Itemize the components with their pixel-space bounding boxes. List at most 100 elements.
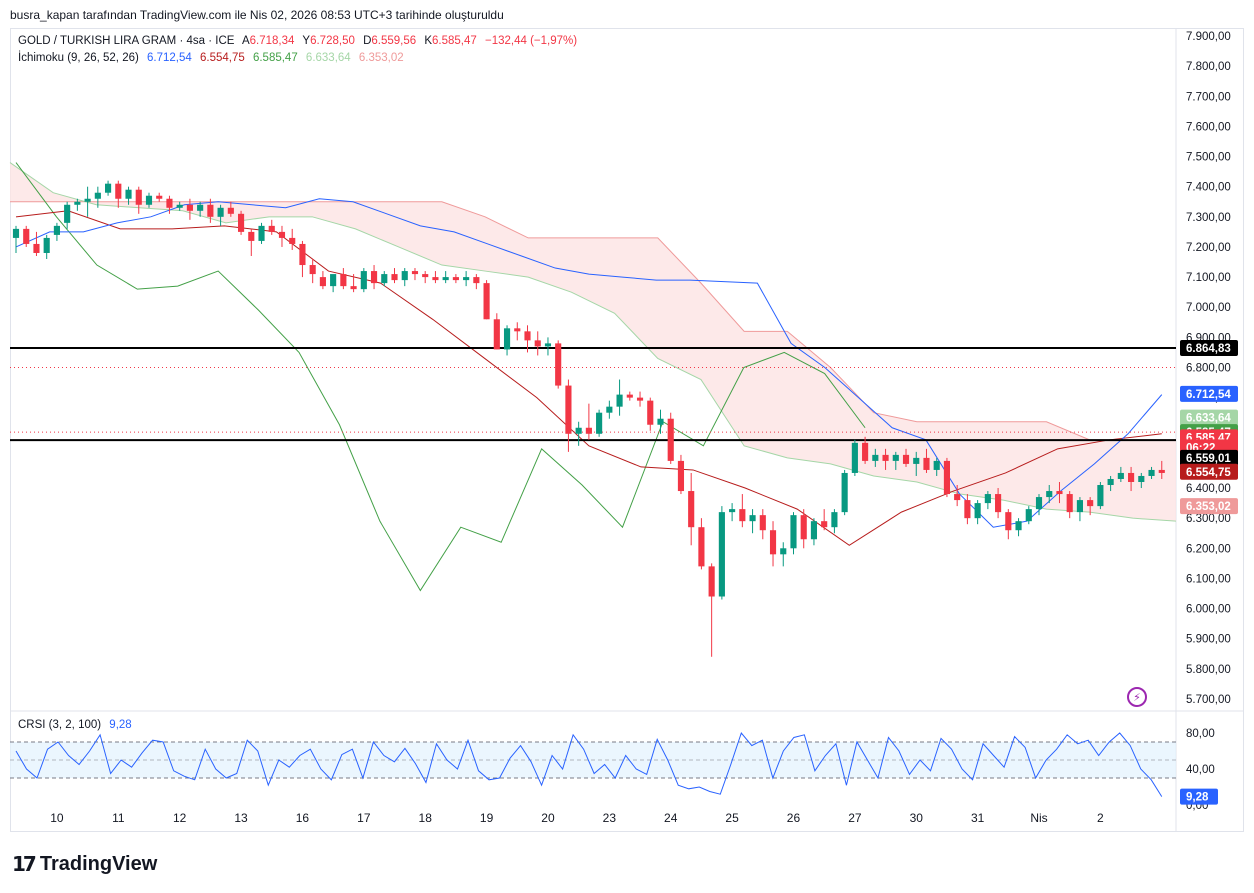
- candle-body: [1046, 491, 1053, 498]
- time-axis-label: 31: [971, 811, 985, 825]
- candle-body: [411, 271, 419, 275]
- ichimoku-chikou-value: 6.585,47: [252, 52, 298, 64]
- candle-body: [575, 427, 582, 434]
- candle-body: [1158, 469, 1165, 473]
- time-axis-label: 10: [50, 811, 64, 825]
- candle-body: [463, 277, 470, 281]
- candle-body: [872, 454, 879, 461]
- candle-body: [452, 277, 459, 281]
- candle-body: [739, 509, 746, 522]
- price-tick-label: 7.300,00: [1186, 212, 1231, 224]
- candle-body: [810, 521, 818, 540]
- time-axis-label: 27: [848, 811, 862, 825]
- price-marker-label: 6.559,01: [1186, 453, 1231, 465]
- candle-body: [289, 237, 296, 244]
- candle-body: [902, 454, 910, 464]
- crsi-value: 9,28: [109, 719, 132, 731]
- candle-body: [606, 406, 613, 413]
- candle-body: [800, 515, 807, 540]
- candle-body: [186, 204, 193, 211]
- price-legend: GOLD / TURKISH LIRA GRAM · 4sa · ICE A6.…: [18, 35, 582, 47]
- price-tick-label: 6.100,00: [1186, 573, 1231, 585]
- low-label: D: [363, 35, 372, 47]
- time-axis-label: 16: [296, 811, 310, 825]
- candle-body: [913, 457, 920, 464]
- candle-body: [729, 509, 736, 513]
- candle-body: [156, 195, 163, 199]
- candle-body: [596, 412, 603, 434]
- price-tick-label: 7.400,00: [1186, 182, 1231, 194]
- candle-body: [145, 195, 153, 205]
- candle-body: [698, 527, 705, 567]
- price-marker-label: 6.712,54: [1186, 389, 1231, 401]
- candle-body: [493, 319, 500, 350]
- candle-body: [708, 566, 715, 597]
- candle-body: [749, 515, 756, 522]
- candle-body: [841, 472, 848, 513]
- tenkan-sen-line: [15, 198, 1163, 528]
- candle-body: [1025, 509, 1032, 522]
- ohlc-close: K6.585,47: [424, 35, 476, 47]
- kumo-cloud: [10, 162, 1176, 522]
- candle-body: [616, 394, 623, 407]
- tradingview-mark-icon: 𝟭𝟳: [12, 854, 37, 876]
- candle-body: [401, 271, 408, 281]
- candle-body: [1138, 475, 1145, 482]
- candle-body: [995, 494, 1002, 513]
- candle-body: [555, 343, 562, 386]
- candle-body: [94, 192, 101, 199]
- candle-body: [64, 204, 71, 223]
- close-value: 6.585,47: [432, 35, 477, 47]
- price-tick-label: 7.900,00: [1186, 31, 1231, 43]
- price-marker-box: [1180, 498, 1238, 515]
- candle-body: [248, 231, 255, 241]
- price-tick-label: 6.800,00: [1186, 362, 1231, 374]
- price-tick-label: 5.900,00: [1186, 634, 1231, 646]
- time-axis-label: 26: [787, 811, 801, 825]
- candle-body: [23, 228, 30, 244]
- price-tick-label: 7.200,00: [1186, 242, 1231, 254]
- candle-body: [667, 418, 674, 461]
- candle-body: [862, 442, 869, 461]
- price-tick-label: 7.100,00: [1186, 272, 1231, 284]
- candle-body: [125, 189, 132, 199]
- candle-body: [350, 286, 357, 290]
- candle-body: [330, 274, 337, 287]
- candle-body: [217, 207, 224, 217]
- candle-body: [483, 283, 490, 320]
- candle-body: [176, 204, 183, 208]
- chart-frame: [10, 28, 1244, 832]
- candle-body: [207, 204, 214, 217]
- crsi-tick-label: 80,00: [1186, 728, 1215, 740]
- price-tick-label: 6.300,00: [1186, 513, 1231, 525]
- candle-body: [831, 512, 838, 528]
- candle-body: [524, 331, 531, 341]
- lightning-icon[interactable]: ⚡: [1127, 687, 1147, 707]
- candle-body: [166, 198, 173, 208]
- tradingview-brand: TradingView: [39, 853, 158, 875]
- open-value: 6.718,34: [249, 35, 295, 47]
- candle-body: [1117, 472, 1124, 479]
- symbol-label: GOLD / TURKISH LIRA GRAM · 4sa · ICE: [18, 35, 235, 47]
- candle-body: [381, 274, 388, 284]
- senkou-span-b-line: [10, 201, 1176, 441]
- price-tick-label: 7.800,00: [1186, 61, 1231, 73]
- time-axis-label: 23: [603, 811, 617, 825]
- ichimoku-kijun-value: 6.554,75: [199, 52, 245, 64]
- price-marker-box: [1180, 409, 1238, 426]
- ohlc-low: D6.559,56: [363, 35, 416, 47]
- candle-body: [626, 394, 633, 398]
- price-marker-label: 6.864,83: [1186, 343, 1231, 355]
- candle-body: [514, 328, 521, 332]
- price-tick-label: 6.000,00: [1186, 604, 1231, 616]
- time-axis-label: 11: [112, 811, 125, 825]
- candle-body: [12, 228, 20, 238]
- time-axis-label: 2: [1097, 811, 1104, 825]
- price-marker-label: 6.353,02: [1186, 501, 1231, 513]
- candle-body: [135, 189, 142, 205]
- time-axis-label: 25: [725, 811, 739, 825]
- candle-body: [319, 277, 326, 287]
- candle-body: [534, 340, 541, 347]
- open-label: A: [241, 35, 250, 47]
